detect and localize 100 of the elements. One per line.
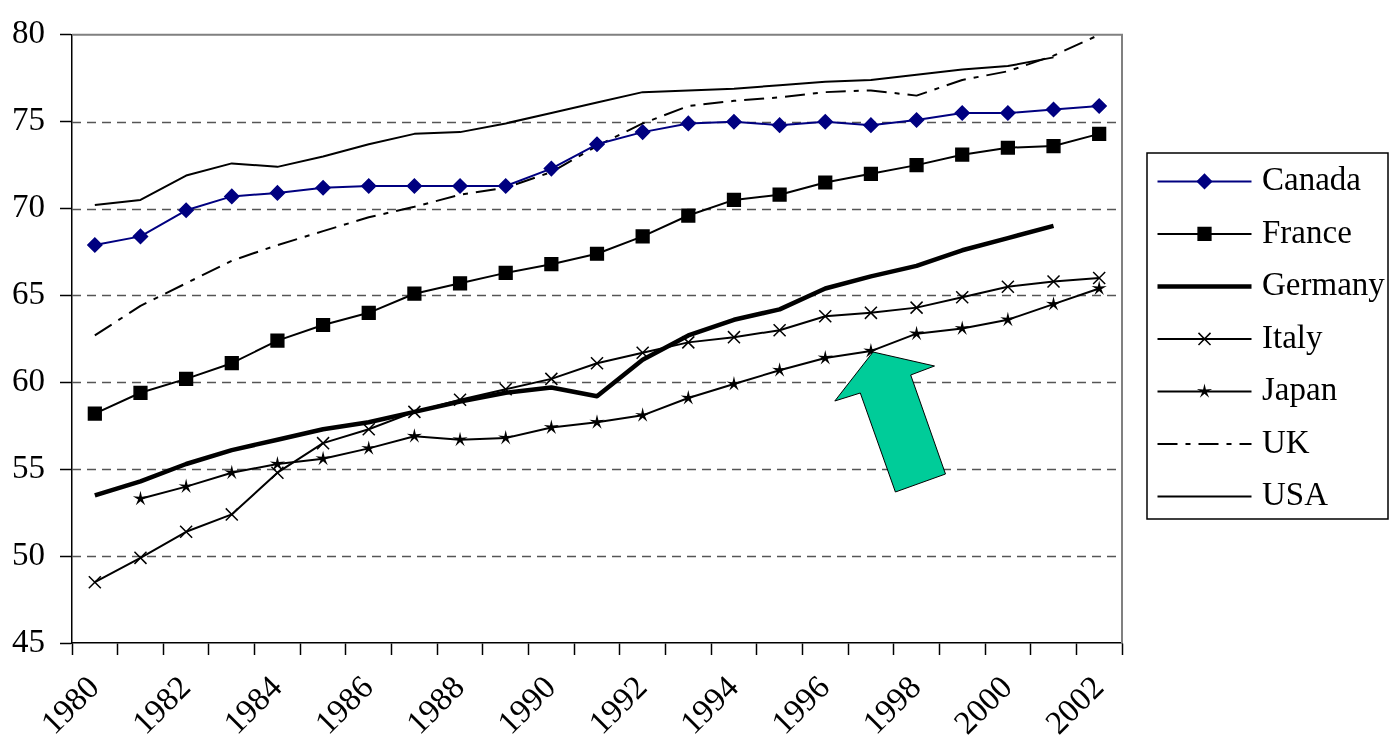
point (133, 551, 148, 565)
legend-label: USA (1262, 476, 1329, 513)
point (361, 422, 376, 437)
point (909, 158, 924, 173)
legend-label: France (1262, 213, 1352, 250)
point (954, 105, 970, 121)
point (590, 356, 604, 370)
y-tick-label: 80 (12, 14, 45, 51)
point (1046, 138, 1061, 154)
point (315, 179, 331, 196)
point (863, 117, 879, 133)
point (132, 490, 149, 506)
point (179, 525, 193, 539)
point (270, 333, 285, 348)
point (1092, 126, 1107, 141)
point (269, 185, 286, 201)
point (406, 178, 423, 194)
point (179, 371, 194, 386)
point (1001, 280, 1015, 294)
legend-label: Germany (1262, 266, 1386, 303)
point (1045, 101, 1062, 118)
point (497, 178, 514, 194)
point (681, 208, 696, 223)
point (863, 166, 879, 181)
point (589, 246, 605, 261)
point (452, 276, 468, 291)
legend-label: Canada (1262, 161, 1362, 198)
point (634, 124, 651, 140)
point (224, 356, 239, 371)
point (772, 362, 788, 377)
point (589, 414, 605, 429)
point (726, 192, 742, 207)
point (133, 385, 148, 400)
point (772, 323, 787, 337)
y-tick-label: 55 (12, 448, 45, 485)
point (680, 389, 696, 405)
point (361, 305, 376, 320)
point (909, 300, 924, 315)
point (1092, 271, 1106, 285)
point (88, 575, 102, 589)
point (224, 188, 240, 205)
point (453, 392, 467, 407)
point (772, 187, 787, 202)
point (1000, 311, 1016, 327)
point (818, 309, 833, 324)
point (635, 229, 650, 244)
y-tick-label: 50 (12, 535, 45, 572)
y-tick-label: 60 (12, 362, 45, 399)
point (1046, 274, 1061, 289)
point (1091, 98, 1107, 114)
point (681, 335, 696, 350)
point (87, 237, 103, 253)
point (315, 450, 331, 466)
point (1000, 140, 1015, 155)
point (132, 228, 149, 245)
point (270, 465, 285, 480)
point (316, 436, 330, 450)
point (452, 431, 468, 447)
point (955, 290, 969, 304)
point (544, 257, 559, 272)
point (635, 346, 650, 360)
point (589, 136, 605, 153)
point (452, 178, 468, 194)
point (178, 202, 194, 219)
point (498, 265, 513, 280)
point (224, 464, 240, 480)
legend-label: Italy (1262, 318, 1323, 355)
point (817, 113, 834, 130)
point (87, 406, 102, 421)
point (315, 317, 331, 333)
point (1091, 280, 1107, 295)
y-tick-label: 70 (12, 188, 45, 225)
point (817, 350, 833, 365)
point (771, 117, 788, 133)
point (818, 175, 833, 190)
point (498, 429, 514, 445)
point (1000, 105, 1016, 121)
point (360, 178, 377, 194)
point (225, 507, 239, 522)
legend-label: Japan (1262, 371, 1338, 408)
point (178, 478, 194, 494)
point (543, 160, 560, 177)
point (727, 330, 741, 344)
point (908, 112, 925, 128)
point (1045, 296, 1062, 311)
point (726, 376, 742, 391)
point (544, 372, 559, 386)
point (635, 407, 651, 422)
y-tick-label: 75 (12, 101, 45, 138)
point (406, 428, 422, 443)
point (954, 320, 970, 335)
point (543, 419, 559, 434)
point (680, 115, 697, 132)
point (498, 382, 513, 397)
legend-label: UK (1262, 423, 1310, 460)
y-tick-label: 65 (12, 275, 45, 312)
point (864, 306, 878, 320)
point (407, 405, 422, 419)
point (908, 325, 925, 341)
point (407, 286, 422, 301)
